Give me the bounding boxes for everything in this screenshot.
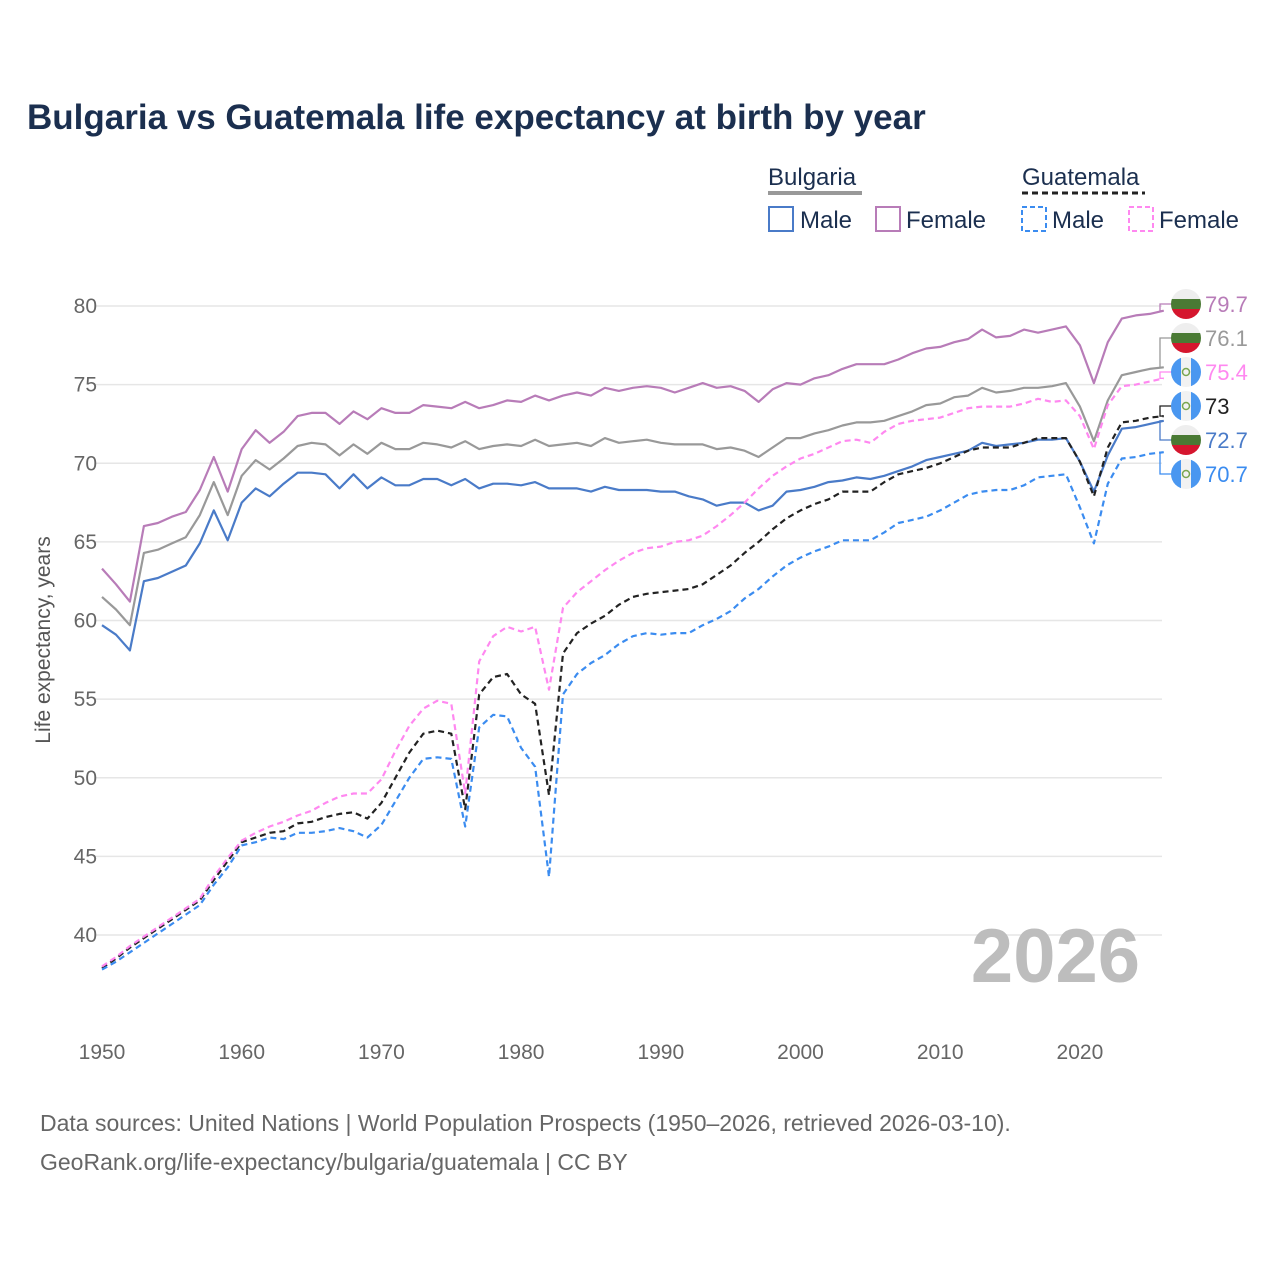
flag-stripe-red [1171, 445, 1201, 455]
flag-stripe-white [1181, 391, 1191, 421]
flag-stripe-white [1171, 425, 1201, 435]
y-tick-label: 80 [74, 295, 97, 318]
flag-emblem [1181, 469, 1191, 479]
flag-stripe-red [1171, 309, 1201, 319]
flag-stripe-blue-right [1191, 391, 1201, 421]
x-tick-label: 2000 [777, 1041, 824, 1064]
chart-title: Bulgaria vs Guatemala life expectancy at… [27, 98, 926, 137]
y-tick-label: 70 [74, 452, 97, 475]
y-axis-label: Life expectancy, years [32, 536, 55, 743]
bulgaria-flag-icon [1171, 289, 1201, 319]
x-tick-label: 1970 [358, 1041, 405, 1064]
series-bulgaria-female [101, 309, 1164, 603]
series-guatemala-female [101, 377, 1164, 968]
end-label-connector [1159, 337, 1172, 368]
bulgaria-flag-icon [1171, 323, 1201, 353]
flag-stripe-white [1181, 459, 1191, 489]
y-tick-label: 45 [74, 845, 97, 868]
flag-stripe-blue-right [1191, 357, 1201, 387]
end-label-connector [1159, 420, 1172, 441]
source-line-2: GeoRank.org/life-expectancy/bulgaria/gua… [40, 1149, 628, 1175]
legend-bulgaria-male: Male [800, 207, 852, 234]
flag-stripe-green [1171, 299, 1201, 309]
guatemala-flag-icon [1171, 357, 1201, 387]
legend-swatch-bulgaria-male [768, 206, 794, 232]
x-tick-label: 1980 [498, 1041, 545, 1064]
year-watermark: 2026 [971, 914, 1140, 999]
y-tick-label: 55 [74, 688, 97, 711]
guatemala-flag-icon [1171, 391, 1201, 421]
end-value-label: 70.7 [1205, 462, 1248, 487]
legend-swatch-guatemala-male [1021, 206, 1047, 232]
bulgaria-flag-icon [1171, 425, 1201, 455]
flag-emblem [1181, 401, 1191, 411]
x-tick-label: 2010 [917, 1041, 964, 1064]
end-label-connector [1159, 405, 1172, 417]
source-line-1: Data sources: United Nations | World Pop… [40, 1110, 1011, 1136]
legend-bulgaria-female: Female [906, 207, 986, 234]
series-guatemala-male [101, 451, 1164, 971]
y-tick-label: 40 [74, 924, 97, 947]
grid [95, 305, 1162, 936]
x-tick-label: 1960 [218, 1041, 265, 1064]
x-tick-label: 1990 [637, 1041, 684, 1064]
legend: Bulgaria Male Female Guatemala Male Fema… [768, 164, 1239, 234]
y-tick-label: 65 [74, 531, 97, 554]
end-value-label: 76.1 [1205, 326, 1248, 351]
y-tick-label: 60 [74, 610, 97, 633]
series-bulgaria [101, 366, 1164, 627]
y-axis-ticks: 40 45 50 55 60 65 70 75 80 [74, 295, 97, 947]
end-value-label: 73 [1205, 394, 1229, 419]
end-labels: 79.7 76.1 75.4 73 72.7 70.7 [1159, 289, 1248, 489]
end-label-connector [1159, 303, 1172, 312]
x-axis-ticks: 1950 1960 1970 1980 1990 2000 2010 2020 [79, 1041, 1104, 1064]
legend-swatch-bulgaria-female [875, 206, 901, 232]
end-value-label: 75.4 [1205, 360, 1248, 385]
flag-stripe-white [1171, 289, 1201, 299]
legend-guatemala-female: Female [1159, 207, 1239, 234]
flag-stripe-blue-right [1191, 459, 1201, 489]
guatemala-flag-icon [1171, 459, 1201, 489]
legend-group-bulgaria: Bulgaria [768, 164, 857, 191]
flag-stripe-red [1171, 343, 1201, 353]
flag-stripe-white [1171, 323, 1201, 333]
y-tick-label: 50 [74, 767, 97, 790]
end-value-label: 79.7 [1205, 292, 1248, 317]
legend-group-guatemala: Guatemala [1022, 164, 1140, 191]
y-tick-label: 75 [74, 374, 97, 397]
flag-emblem [1181, 367, 1191, 377]
series-lines [101, 309, 1164, 971]
end-label-connector [1159, 451, 1172, 475]
flag-stripe-white [1181, 357, 1191, 387]
flag-stripe-green [1171, 333, 1201, 343]
series-bulgaria-male [101, 419, 1164, 652]
legend-swatch-guatemala-female [1128, 206, 1154, 232]
flag-stripe-blue-left [1171, 459, 1181, 489]
x-tick-label: 2020 [1057, 1041, 1104, 1064]
end-label-connector [1159, 371, 1172, 379]
series-guatemala [101, 415, 1164, 969]
flag-stripe-blue-left [1171, 391, 1181, 421]
flag-stripe-green [1171, 435, 1201, 445]
end-value-label: 72.7 [1205, 428, 1248, 453]
legend-guatemala-male: Male [1052, 207, 1104, 234]
x-tick-label: 1950 [79, 1041, 126, 1064]
flag-stripe-blue-left [1171, 357, 1181, 387]
